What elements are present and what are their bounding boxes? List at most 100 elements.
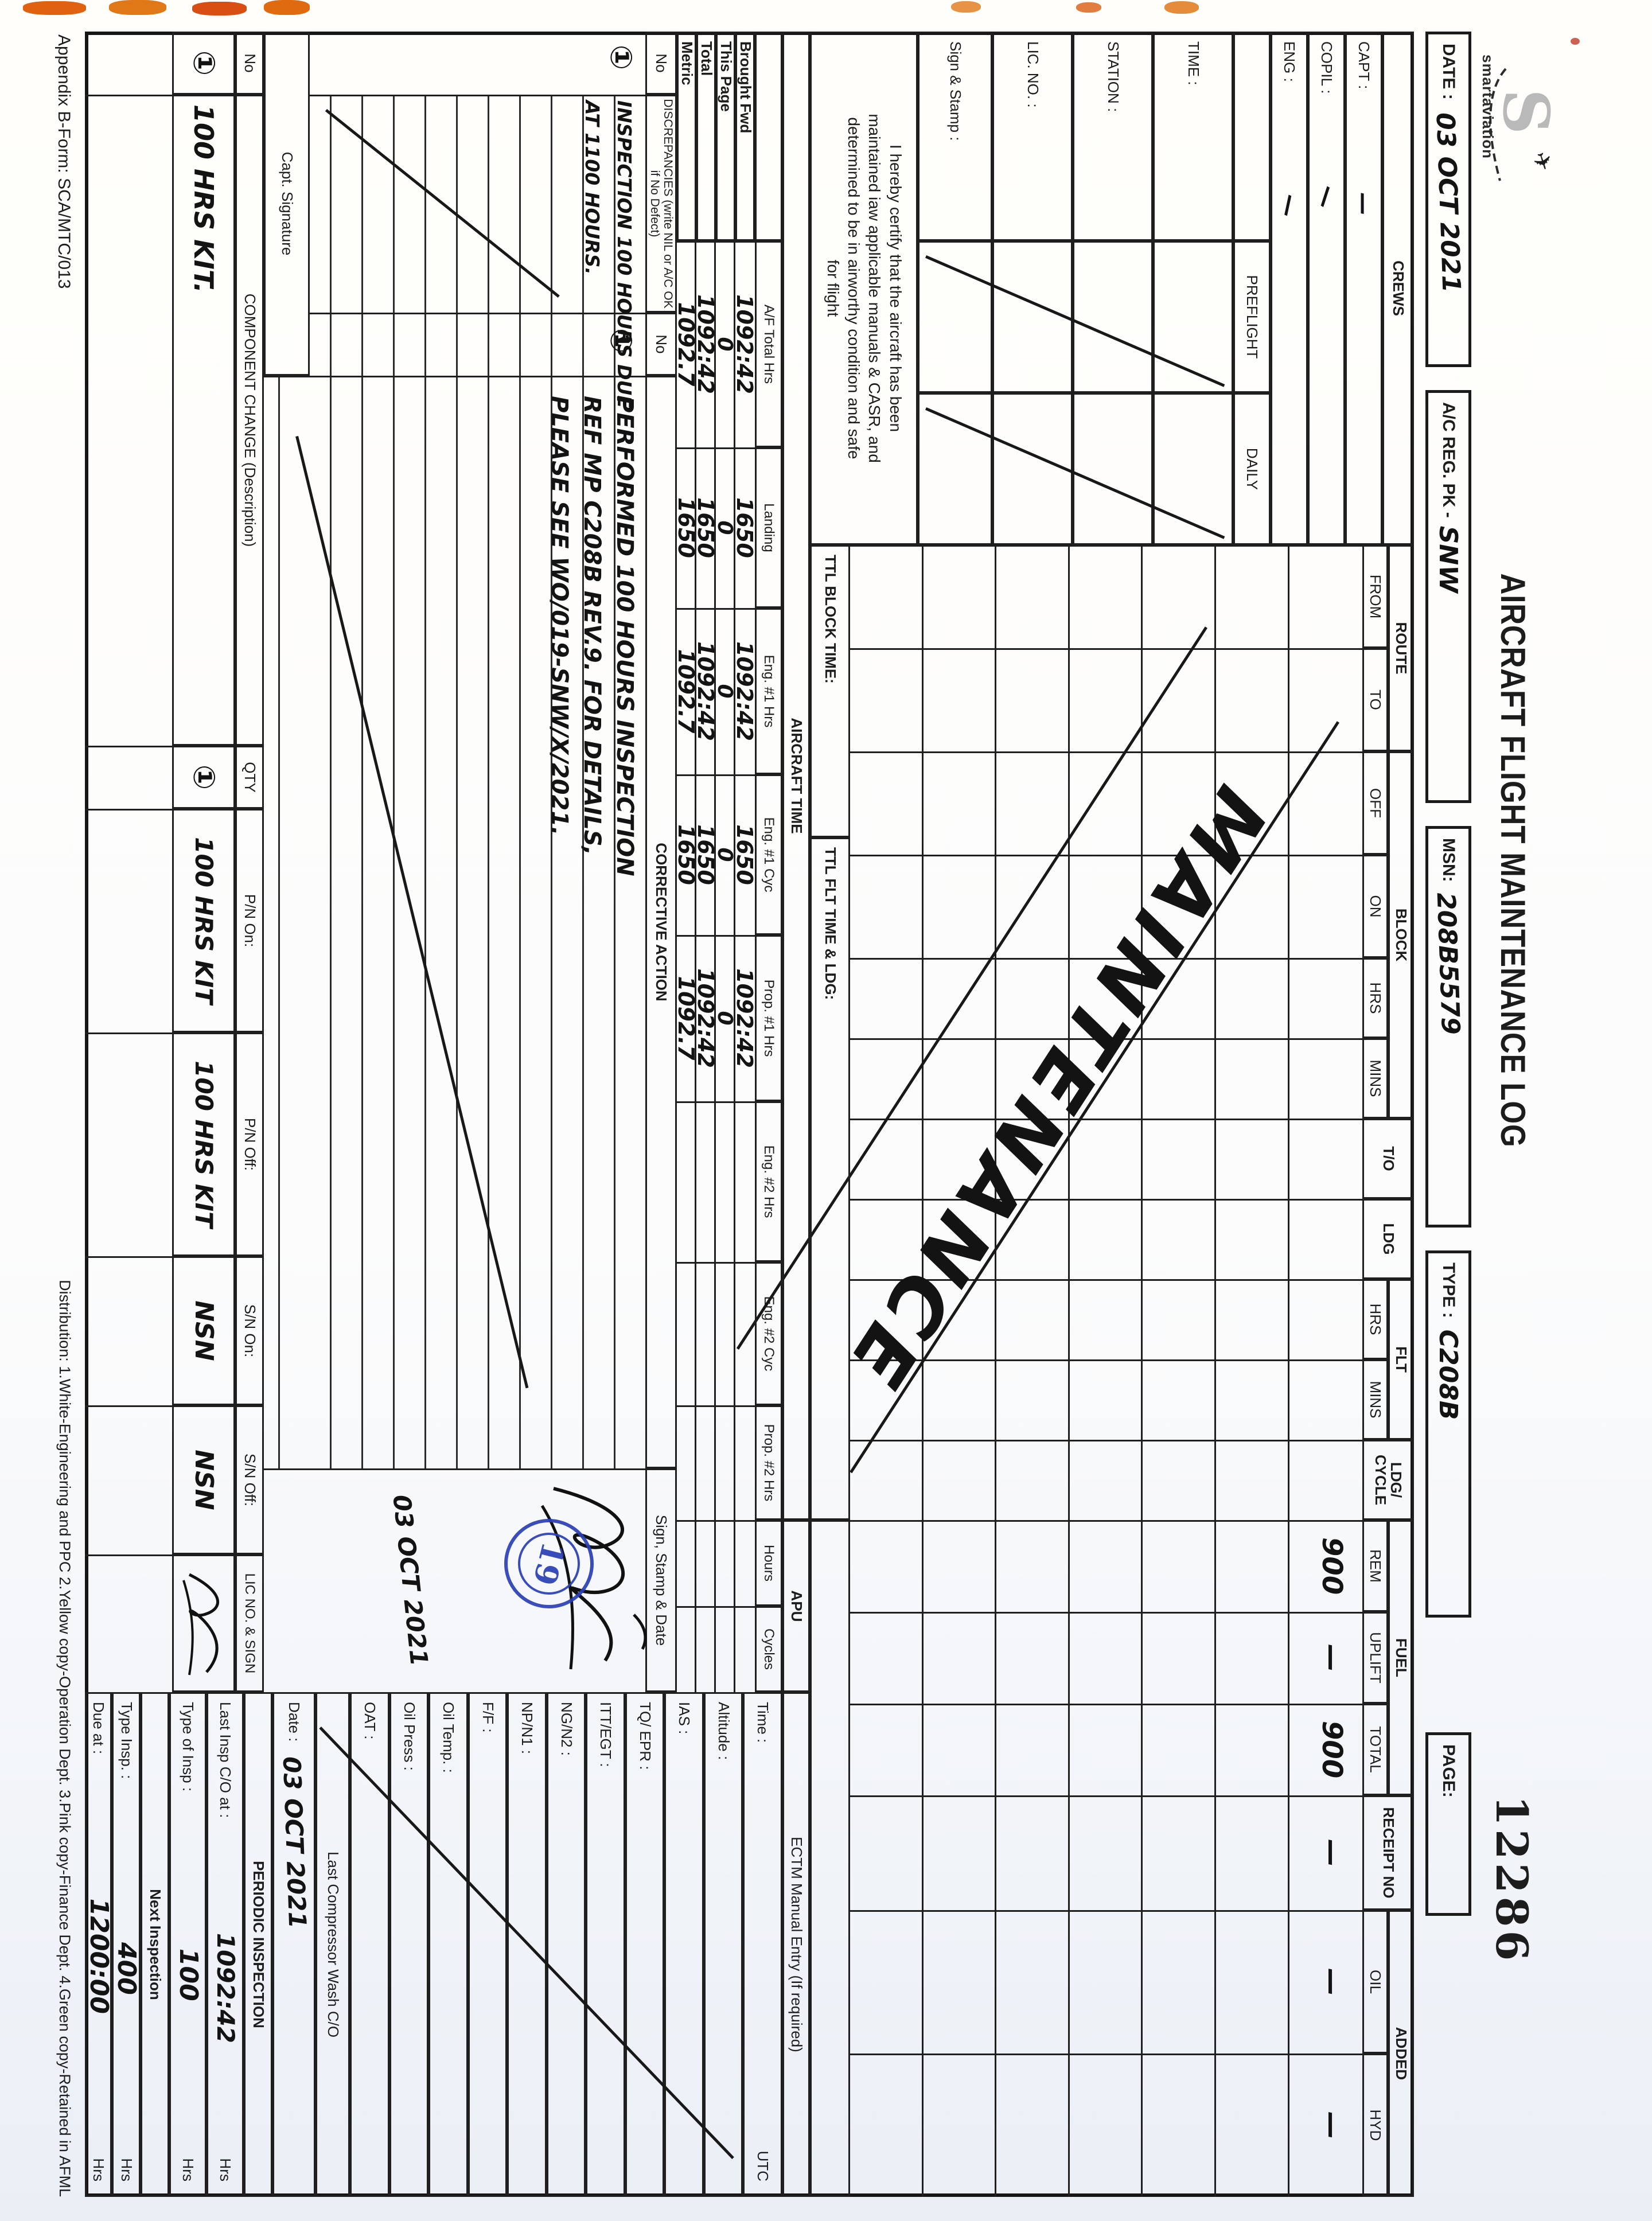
last-insp-cell: Last Insp C/O at : 1092:42 Hrs — [206, 1692, 244, 2197]
corrective-writing-area — [264, 376, 310, 1468]
disc-entry-no: ① — [603, 45, 638, 71]
grid-line — [677, 1405, 755, 1407]
comp-no-header: No — [235, 32, 264, 95]
page-box: PAGE: — [1425, 1732, 1471, 1916]
disc-line2: AT 1100 HOURS. — [581, 100, 603, 275]
comp-row1-pnoff: 100 HRS KIT — [172, 1032, 235, 1256]
comp-row1-pnon-value: 100 HRS KIT — [190, 837, 219, 1004]
grid-line — [85, 1405, 172, 1407]
daily-header: DAILY — [1233, 393, 1271, 545]
capt-signature-label: Capt. Signature — [278, 151, 296, 256]
block-hrs-label: HRS — [1367, 982, 1385, 1014]
total-label: TOTAL — [1367, 1726, 1385, 1773]
last-insp-hrs: Hrs — [217, 2158, 235, 2181]
type-label: TYPE : — [1439, 1263, 1458, 1318]
ectm-altitude-label: Altitude : — [715, 1702, 733, 1760]
discrepancies-header: DISCREPANCIES (write NIL or A/C OK if No… — [645, 95, 677, 313]
copil-row: COPIL : — — [1308, 32, 1345, 545]
orange-ink-mark — [109, 0, 166, 15]
acreg-box: A/C REG. PK - SNW — [1425, 390, 1471, 803]
corr-line1: PERFORMED 100 HOURS INSPECTION — [611, 396, 638, 876]
fuel-total-value: 900 — [1316, 1720, 1348, 1779]
comp-lic-header: LIC NO. & SIGN — [235, 1554, 264, 1692]
col-apu-cycles-label: Cycles — [761, 1628, 777, 1670]
grid-line — [850, 1119, 1362, 1120]
comp-desc-label: COMPONENT CHANGE (Description) — [241, 293, 259, 547]
hyd-label: HYD — [1367, 2109, 1385, 2141]
comp-lic-label: LIC NO. & SIGN — [241, 1573, 258, 1674]
off-header: OFF — [1362, 751, 1388, 855]
date-value: 03 OCT 2021 — [1431, 111, 1466, 293]
from-label: FROM — [1367, 574, 1385, 619]
preflight-header: PREFLIGHT — [1233, 241, 1271, 393]
form-title: AIRCRAFT FLIGHT MAINTENANCE LOG — [1494, 573, 1532, 1148]
ectm-header: ECTM Manual Entry (If required) — [782, 1692, 810, 2197]
smartaviation-logo: S ✈ smartaviation — [1466, 54, 1563, 204]
col-landing: Landing — [755, 447, 782, 608]
col-apu-cycles: Cycles — [755, 1606, 782, 1692]
preflight-station-cell — [1073, 241, 1153, 393]
ectm-ias-label: IAS : — [676, 1702, 693, 1735]
to-col-header: T/O — [1362, 1119, 1414, 1199]
ectm-ff-label: F/F : — [479, 1702, 497, 1733]
at-blank-head — [755, 32, 782, 241]
row-metric: Metric — [677, 32, 696, 241]
comp-row1-pnoff-value: 100 HRS KIT — [190, 1061, 219, 1228]
daily-licno-cell — [992, 393, 1073, 545]
block-header: BLOCK — [1388, 751, 1414, 1119]
grid-line — [85, 1256, 172, 1258]
mt-e1c-value: 1650 — [673, 824, 699, 885]
preflight-sign-cell — [918, 241, 992, 393]
on-header: ON — [1362, 855, 1388, 958]
mt-e1h-value: 1092.7 — [673, 649, 699, 734]
grid-line — [850, 751, 1362, 753]
comp-row1-snoff: NSN — [172, 1405, 235, 1554]
col-af-total-label: A/F Total Hrs — [761, 304, 777, 384]
type-value: C208B — [1433, 1329, 1463, 1420]
grid-line — [810, 545, 1362, 547]
row-total: Total — [696, 32, 716, 241]
last-wash-cell: Last Compressor Wash C/O — [315, 1692, 350, 2197]
fuel-header: FUEL — [1388, 1520, 1414, 1795]
disc-line1: INSPECTION 100 HOURS DUE — [613, 100, 636, 408]
comp-row1-desc-value: 100 HRS KIT. — [188, 104, 220, 293]
comp-snon-label: S/N On: — [241, 1304, 259, 1358]
daily-station-cell — [1073, 393, 1153, 545]
rem-label: REM — [1367, 1549, 1385, 1583]
metric-row-label: Metric — [678, 41, 696, 85]
ldg-col-header: LDG — [1362, 1199, 1414, 1279]
col-prop2-hrs: Prop. #2 Hrs — [755, 1405, 782, 1520]
wash-date-value: 03 OCT 2021 — [277, 1756, 311, 1929]
type-of-insp-value: 100 — [173, 1948, 203, 2001]
grid-line — [677, 241, 755, 243]
to-header: TO — [1362, 648, 1388, 751]
comp-row1-no: ① — [172, 32, 235, 95]
total-header: TOTAL — [1362, 1704, 1388, 1795]
capt-signature-box: Capt. Signature — [264, 32, 310, 376]
ectm-oilpress-label: Oil Press : — [400, 1702, 418, 1771]
comp-row1-snoff-value: NSN — [189, 1450, 219, 1510]
grid-line — [850, 1704, 1362, 1705]
ectm-tqepr-label: TQ/ EPR : — [636, 1702, 654, 1770]
grid-line — [264, 1468, 645, 1470]
orange-ink-mark — [1164, 1, 1199, 14]
to-label: TO — [1367, 689, 1385, 710]
logo-plane-icon: ✈ — [1526, 149, 1557, 175]
grid-line — [850, 1612, 1362, 1614]
ectm-row-oat: OAT : — [350, 1692, 389, 2197]
copil-label: COPIL : — [1318, 41, 1336, 94]
ectm-row-tqepr: TQ/ EPR : — [625, 1692, 664, 2197]
grid-line — [677, 1606, 755, 1608]
fuel-rem-value: 900 — [1316, 1537, 1348, 1595]
comp-pnoff-header: P/N Off: — [235, 1032, 264, 1256]
eng-label: ENG : — [1281, 41, 1299, 82]
comp-row1-pnon: 100 HRS KIT — [172, 809, 235, 1032]
this-page-label: This Page — [717, 41, 735, 112]
comp-row1-desc: 100 HRS KIT. — [172, 95, 235, 746]
grid-line — [1068, 545, 1070, 2197]
preflight-licno-cell — [992, 241, 1073, 393]
signstamp-label: Sign & Stamp : — [946, 41, 964, 141]
ectm-row-altitude: Altitude : — [704, 1692, 743, 2197]
